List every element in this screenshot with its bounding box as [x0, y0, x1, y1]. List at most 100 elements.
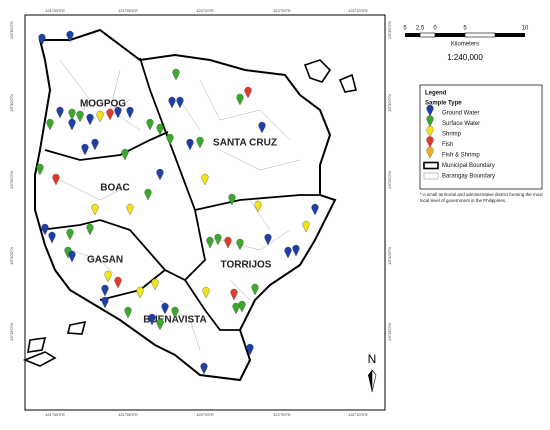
sample-marker	[56, 106, 64, 119]
legend-subtitle: Sample Type	[425, 101, 462, 107]
lat-label: 13°30'0"N	[387, 94, 392, 112]
sample-marker	[68, 250, 76, 263]
sample-marker	[196, 136, 204, 149]
islet	[27, 337, 47, 353]
sample-marker	[46, 118, 54, 131]
legend-label: Surface Water	[442, 121, 480, 127]
lat-label: 13°15'0"N	[387, 323, 392, 341]
north-arrow: N	[368, 352, 377, 393]
sample-marker	[228, 193, 236, 206]
municipality-label: BUENAVISTA	[143, 315, 207, 326]
lat-label: 13°20'0"N	[387, 247, 392, 265]
scale-tick: 5	[463, 26, 467, 32]
north-label: N	[368, 352, 377, 366]
lon-label: 121°50'0"E	[45, 412, 65, 417]
municipality-label: SANTA CRUZ	[213, 138, 277, 149]
municipality-label: GASAN	[87, 255, 123, 266]
legend-title: Legend	[425, 91, 447, 97]
boundary	[44, 131, 169, 161]
sample-marker	[284, 246, 292, 259]
legend-label: Municipal Boundary	[442, 163, 495, 169]
sample-marker	[91, 138, 99, 151]
legend: Legend Sample Type Ground Water Surface W…	[419, 84, 543, 190]
legend-symbol	[426, 115, 434, 127]
sample-marker	[202, 286, 210, 299]
islet	[338, 73, 357, 93]
sample-marker	[258, 121, 266, 134]
legend-label: Shrimp	[442, 132, 462, 138]
sample-marker	[254, 200, 262, 213]
municipality-label: BOAC	[100, 183, 129, 194]
sample-marker	[311, 203, 319, 216]
sample-marker	[156, 123, 164, 136]
legend-items: Ground Water Surface Water Shrimp Fish Fish …	[423, 104, 495, 180]
lon-label: 122°10'0"E	[348, 412, 368, 417]
municipality-label: TORRIJOS	[221, 260, 272, 271]
sample-marker	[156, 318, 164, 331]
north-arrow-left	[368, 370, 372, 392]
lat-label: 13°25'0"N	[9, 171, 14, 189]
sample-marker	[114, 276, 122, 289]
scale-tick: 2.5	[416, 26, 425, 32]
sample-marker	[161, 302, 169, 315]
sample-marker	[136, 286, 144, 299]
lat-label: 13°35'0"N	[387, 21, 392, 39]
islet	[303, 59, 332, 83]
legend-label: Barangay Boundary	[442, 174, 495, 180]
sample-marker	[36, 163, 44, 176]
scale-segment	[405, 33, 420, 37]
islets	[22, 59, 357, 367]
sample-marker	[38, 33, 46, 46]
footnote-box: * A small territorial and administrative…	[420, 192, 543, 203]
sample-marker	[214, 233, 222, 246]
sample-marker	[91, 203, 99, 216]
scale-tick: 5	[403, 26, 407, 32]
boundary	[139, 57, 196, 211]
legend-symbol	[423, 172, 439, 180]
sample-marker	[121, 148, 129, 161]
sample-marker	[171, 306, 179, 319]
lon-label: 122°10'0"E	[348, 8, 368, 13]
lon-label: 122°0'0"E	[196, 412, 214, 417]
sample-marker	[104, 270, 112, 283]
sample-marker	[206, 236, 214, 249]
sample-marker	[264, 233, 272, 246]
sample-marker	[126, 203, 134, 216]
legend-symbol	[426, 104, 434, 117]
sample-marker	[186, 138, 194, 151]
boundary	[39, 219, 166, 271]
scale-tick: 0	[433, 26, 437, 32]
sample-marker	[68, 108, 76, 121]
legend-symbol	[426, 146, 434, 159]
lat-label: 13°25'0"N	[387, 171, 392, 189]
north-arrow-right	[371, 369, 377, 393]
sample-marker	[172, 68, 180, 81]
lon-label: 121°55'0"E	[118, 8, 138, 13]
scale-segment	[435, 33, 465, 37]
scale-tick: 10	[522, 26, 529, 32]
legend-symbol	[426, 125, 434, 138]
boundary	[164, 209, 206, 282]
sample-marker	[66, 228, 74, 241]
sample-marker	[302, 220, 310, 233]
sample-marker	[106, 108, 114, 121]
sample-marker	[81, 143, 89, 156]
sample-marker	[144, 188, 152, 201]
lon-label: 121°55'0"E	[118, 412, 138, 417]
sample-marker	[200, 362, 208, 375]
municipal-boundaries	[39, 57, 320, 331]
sample-marker	[251, 283, 259, 296]
islet	[22, 351, 57, 367]
lat-label: 13°15'0"N	[9, 323, 14, 341]
sample-marker	[126, 106, 134, 119]
legend-label: Ground Water	[442, 111, 479, 117]
sample-marker	[96, 110, 104, 123]
footnote: * A small territorial and administrative…	[420, 192, 543, 203]
sample-marker	[232, 302, 240, 315]
sample-marker	[224, 236, 232, 249]
scale-segment	[464, 32, 496, 38]
lon-label: 121°50'0"E	[45, 8, 65, 13]
sample-marker	[76, 110, 84, 123]
scale-bar: 5 2.5 0 5 10 Kilometers 1:240,000	[403, 26, 529, 63]
sample-markers	[36, 30, 319, 375]
